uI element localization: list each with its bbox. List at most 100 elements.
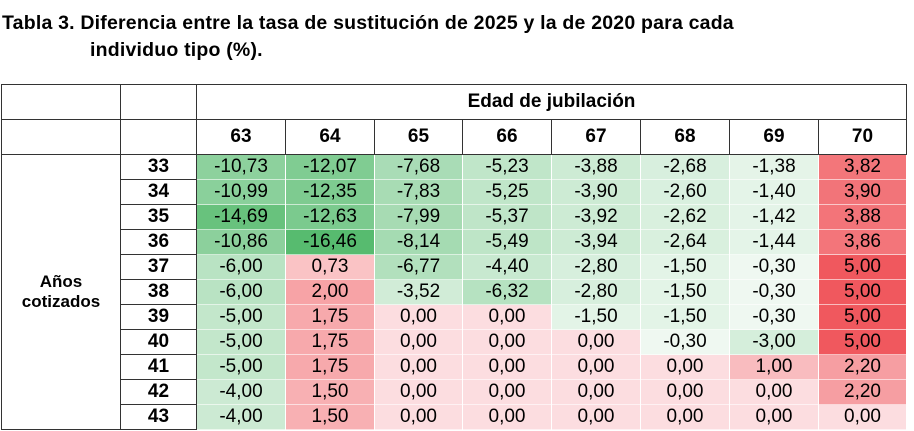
data-cell: -4,40	[462, 254, 552, 280]
data-cell: -1,42	[729, 204, 819, 230]
column-header: 67	[551, 119, 641, 155]
data-cell: 0,00	[374, 404, 463, 430]
data-cell: -1,44	[729, 229, 819, 255]
empty-corner-cell	[120, 119, 197, 155]
column-header: 69	[729, 119, 819, 155]
data-cell: -3,52	[374, 279, 463, 305]
row-header: 38	[120, 279, 197, 305]
table-row: 42 -4,00 1,50 0,00 0,00 0,00 0,00 0,00 2,20	[2, 379, 907, 405]
column-header: 66	[462, 119, 552, 155]
data-cell: -5,00	[196, 354, 286, 380]
column-header: 68	[640, 119, 730, 155]
data-cell: 0,00	[729, 379, 819, 405]
data-cell: -12,07	[285, 154, 375, 180]
data-cell: 1,75	[285, 304, 375, 330]
row-header: 41	[120, 354, 197, 380]
data-cell: -10,99	[196, 179, 286, 205]
data-cell: -1,50	[640, 279, 730, 305]
row-group-label-2: cotizados	[21, 292, 101, 311]
data-cell: -7,83	[374, 179, 463, 205]
table-row: 43 -4,00 1,50 0,00 0,00 0,00 0,00 0,00 0,00	[2, 404, 907, 430]
data-cell: -2,80	[551, 254, 641, 280]
table-row: 35 -14,69 -12,63 -7,99 -5,37 -3,92 -2,62 -1,42 3…	[2, 204, 907, 230]
row-header: 37	[120, 254, 197, 280]
data-cell: -10,86	[196, 229, 286, 255]
table-row: 34 -10,99 -12,35 -7,83 -5,25 -3,90 -2,60 -1,40 3…	[2, 179, 907, 205]
table-row: 36 -10,86 -16,46 -8,14 -5,49 -3,94 -2,64 -1,44 3…	[2, 229, 907, 255]
data-cell: 3,88	[818, 204, 907, 230]
data-cell: 0,00	[462, 379, 552, 405]
data-cell: -8,14	[374, 229, 463, 255]
column-group-header: Edad de jubilación	[196, 84, 907, 120]
table-row: 40 -5,00 1,75 0,00 0,00 0,00 -0,30 -3,00 5,00	[2, 329, 907, 355]
column-header: 70	[818, 119, 907, 155]
empty-corner-cell	[1, 119, 121, 155]
data-cell: -5,23	[462, 154, 552, 180]
column-header: 64	[285, 119, 375, 155]
data-cell: -0,30	[640, 329, 730, 355]
data-cell: -6,00	[196, 279, 286, 305]
data-cell: -1,50	[640, 304, 730, 330]
data-cell: 3,90	[818, 179, 907, 205]
row-header: 34	[120, 179, 197, 205]
data-cell: 0,00	[818, 404, 907, 430]
data-cell: 1,75	[285, 329, 375, 355]
row-group-header: Años cotizados	[1, 154, 121, 430]
data-cell: 0,00	[374, 304, 463, 330]
data-cell: -6,32	[462, 279, 552, 305]
data-cell: -12,35	[285, 179, 375, 205]
data-cell: -3,92	[551, 204, 641, 230]
empty-corner-cell	[120, 84, 197, 120]
data-cell: 2,20	[818, 379, 907, 405]
data-cell: -1,40	[729, 179, 819, 205]
data-cell: -5,37	[462, 204, 552, 230]
row-group-label-1: Años	[39, 272, 83, 291]
data-cell: 0,00	[640, 379, 730, 405]
data-cell: 2,20	[818, 354, 907, 380]
data-cell: -5,25	[462, 179, 552, 205]
row-header: 40	[120, 329, 197, 355]
data-cell: -12,63	[285, 204, 375, 230]
table-title: Tabla 3. Diferencia entre la tasa de sus…	[2, 10, 912, 64]
data-cell: -0,30	[729, 254, 819, 280]
row-header: 33	[120, 154, 197, 180]
row-header: 42	[120, 379, 197, 405]
data-cell: 0,00	[462, 404, 552, 430]
data-cell: -7,99	[374, 204, 463, 230]
row-header: 36	[120, 229, 197, 255]
data-cell: -3,88	[551, 154, 641, 180]
row-header: 43	[120, 404, 197, 430]
data-cell: 0,00	[374, 379, 463, 405]
data-cell: 0,00	[729, 404, 819, 430]
data-cell: 0,00	[551, 354, 641, 380]
data-cell: -4,00	[196, 404, 286, 430]
data-cell: 0,00	[640, 404, 730, 430]
data-cell: 5,00	[818, 329, 907, 355]
data-cell: -1,50	[551, 304, 641, 330]
data-cell: 0,00	[462, 329, 552, 355]
data-table: Edad de jubilación 63 64 65 66 67 68 69 70 Años…	[1, 84, 907, 430]
data-cell: 3,82	[818, 154, 907, 180]
data-cell: 1,50	[285, 379, 375, 405]
data-cell: 0,00	[551, 379, 641, 405]
data-cell: 0,00	[640, 354, 730, 380]
data-cell: -2,60	[640, 179, 730, 205]
data-cell: -2,80	[551, 279, 641, 305]
column-header: 63	[196, 119, 286, 155]
data-cell: -3,90	[551, 179, 641, 205]
data-cell: 2,00	[285, 279, 375, 305]
data-cell: 1,00	[729, 354, 819, 380]
data-cell: -3,00	[729, 329, 819, 355]
data-cell: 5,00	[818, 304, 907, 330]
data-cell: 0,73	[285, 254, 375, 280]
data-cell: 0,00	[551, 404, 641, 430]
data-cell: -1,50	[640, 254, 730, 280]
title-line-1: Tabla 3. Diferencia entre la tasa de sus…	[2, 12, 734, 34]
row-header: 39	[120, 304, 197, 330]
data-cell: -0,30	[729, 304, 819, 330]
data-cell: 3,86	[818, 229, 907, 255]
data-cell: -14,69	[196, 204, 286, 230]
data-cell: -6,00	[196, 254, 286, 280]
data-cell: 0,00	[551, 329, 641, 355]
data-cell: -5,00	[196, 304, 286, 330]
